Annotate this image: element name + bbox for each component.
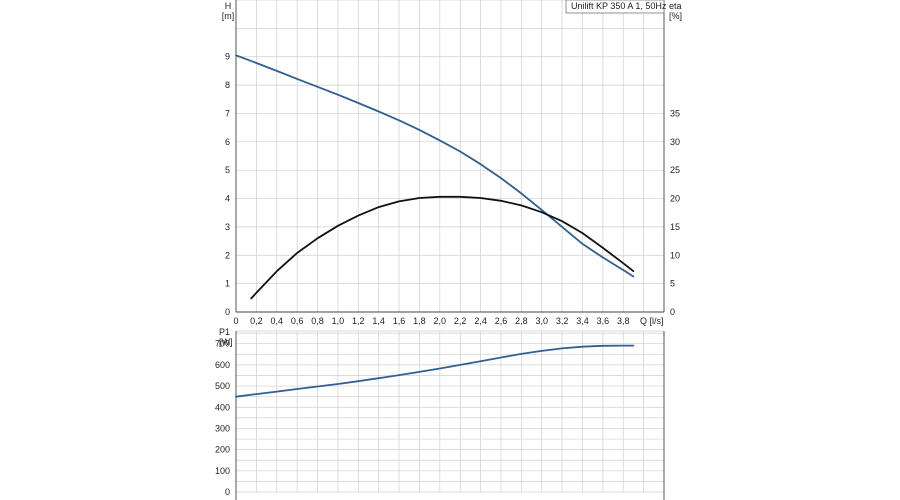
legend-label: Unilift KP 350 A 1, 50Hz [571, 1, 667, 11]
x-axis-label: Q [l/s] [640, 316, 664, 326]
x-tick-label: 3,8 [617, 316, 630, 326]
x-tick-label: 0,6 [291, 316, 304, 326]
y-tick-label: 9 [225, 52, 230, 62]
y2-tick-label: 15 [670, 222, 680, 232]
y2-tick-label: 0 [670, 307, 675, 317]
power-tick-label: 300 [215, 423, 230, 433]
power-tick-label: 100 [215, 466, 230, 476]
x-tick-label: 3,4 [576, 316, 589, 326]
y-tick-label: 4 [225, 194, 230, 204]
x-tick-label: 2,4 [474, 316, 487, 326]
power-tick-label: 700 [215, 339, 230, 349]
head-curve [235, 54, 635, 278]
x-tick-label: 3,0 [535, 316, 548, 326]
power-tick-label: 0 [225, 487, 230, 497]
x-tick-label: 0,2 [250, 316, 263, 326]
y-tick-label: 2 [225, 250, 230, 260]
efficiency-curve [250, 195, 635, 300]
legend-box [565, 0, 665, 14]
x-tick-label: 0,8 [311, 316, 324, 326]
power-axis-label: P1 [219, 327, 230, 337]
x-tick-label: 2,0 [434, 316, 447, 326]
x-tick-label: 3,6 [597, 316, 610, 326]
x-tick-label: 1,6 [393, 316, 406, 326]
y-tick-label: 0 [225, 307, 230, 317]
y2-axis-unit: [%] [669, 11, 682, 21]
x-tick-label: 0,4 [271, 316, 284, 326]
y2-tick-label: 20 [670, 194, 680, 204]
x-tick-label: 0 [233, 316, 238, 326]
power-tick-label: 200 [215, 445, 230, 455]
grid-top [235, 0, 665, 312]
y2-tick-label: 35 [670, 108, 680, 118]
power-tick-label: 600 [215, 360, 230, 370]
y2-axis-label: eta [669, 1, 682, 11]
y2-tick-label: 10 [670, 250, 680, 260]
x-tick-label: 1,8 [413, 316, 426, 326]
x-tick-label: 3,2 [556, 316, 569, 326]
y-axis-unit: [m] [222, 11, 235, 21]
y-tick-label: 6 [225, 137, 230, 147]
power-axis-unit: [W] [219, 337, 233, 347]
grid-bottom [235, 331, 665, 492]
x-tick-label: 1,0 [332, 316, 345, 326]
y-tick-label: 5 [225, 165, 230, 175]
y-axis-label: H [225, 1, 232, 11]
y-tick-label: 8 [225, 80, 230, 90]
power-tick-label: 400 [215, 402, 230, 412]
y2-tick-label: 5 [670, 279, 675, 289]
y2-tick-label: 25 [670, 165, 680, 175]
power-curve [235, 344, 635, 398]
power-tick-label: 500 [215, 381, 230, 391]
y-tick-label: 1 [225, 279, 230, 289]
x-tick-label: 2,8 [515, 316, 528, 326]
x-tick-label: 1,2 [352, 316, 365, 326]
y-tick-label: 7 [225, 108, 230, 118]
y-tick-label: 3 [225, 222, 230, 232]
x-tick-label: 2,2 [454, 316, 467, 326]
y2-tick-label: 30 [670, 137, 680, 147]
x-tick-label: 1,4 [372, 316, 385, 326]
x-tick-label: 2,6 [495, 316, 508, 326]
